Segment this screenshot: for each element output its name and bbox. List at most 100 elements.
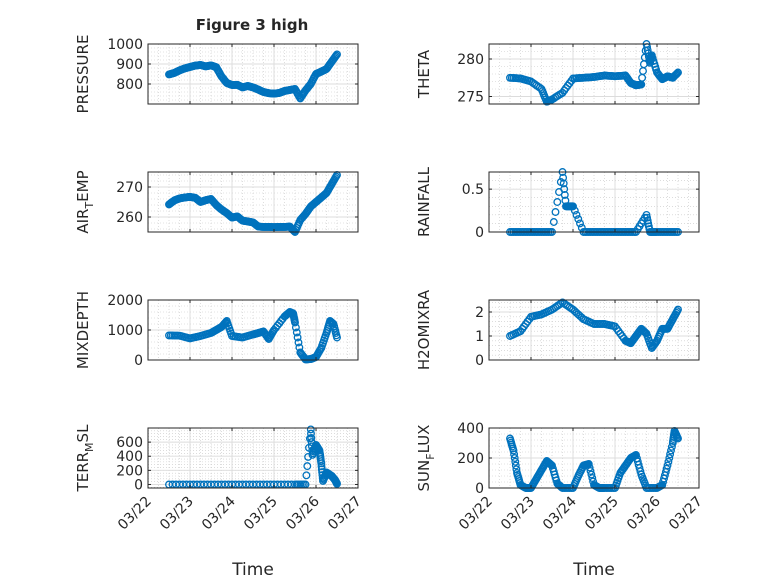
data-point — [511, 461, 520, 470]
y-axis-label: TERRMSL — [74, 424, 96, 493]
series-markers — [506, 298, 682, 352]
y-tick-label: 0 — [134, 477, 143, 493]
y-tick-label: 600 — [116, 435, 143, 451]
y-tick-label: 275 — [457, 90, 484, 106]
x-tick-label: 03/23 — [157, 494, 197, 534]
data-point — [333, 479, 341, 488]
panel-0: 800 900 1000 PRESSURE — [74, 35, 359, 113]
data-point — [644, 219, 653, 228]
data-point — [643, 213, 652, 222]
y-tick-label: 1000 — [107, 323, 143, 339]
panel-7: 0 200 400 SUNFLUX 03/22 03/23 03/24 03/25 03/26 0… — [415, 421, 706, 580]
figure-title: Figure 3 high — [196, 16, 309, 34]
panel-4: 0 1000 2000 MIXDEPTH — [74, 291, 359, 369]
data-point — [509, 446, 518, 455]
data-point — [549, 218, 558, 226]
x-tick-label: 03/25 — [582, 494, 622, 534]
y-tick-label: 0 — [475, 225, 484, 241]
y-tick-label: 400 — [116, 449, 143, 465]
data-point — [304, 452, 313, 461]
data-point — [303, 462, 312, 471]
x-tick-label: 03/27 — [666, 494, 706, 534]
x-tick-label: 03/25 — [241, 494, 281, 534]
y-tick-label: 0 — [475, 353, 484, 369]
data-point — [572, 210, 581, 219]
series-markers — [165, 308, 341, 364]
y-tick-label: 200 — [116, 463, 143, 479]
y-axis-label: H2OMIXRA — [415, 289, 433, 370]
data-point — [585, 463, 594, 472]
x-tick-label: 03/22 — [456, 494, 496, 534]
data-point — [294, 338, 303, 347]
x-tick-label: 03/22 — [115, 494, 155, 534]
y-tick-label: 400 — [457, 421, 484, 437]
y-tick-label: 0 — [134, 353, 143, 369]
y-axis-label: MIXDEPTH — [74, 291, 92, 369]
axes-box — [488, 299, 700, 361]
data-point — [560, 190, 569, 199]
x-tick-label: 03/24 — [199, 493, 239, 533]
axes-box — [488, 43, 700, 105]
data-point — [317, 462, 326, 471]
y-tick-label: 1000 — [107, 37, 143, 53]
axes-box — [147, 427, 359, 489]
data-point — [584, 460, 593, 468]
x-tick-label: 03/26 — [283, 493, 323, 533]
data-point — [317, 459, 326, 468]
y-tick-label: 270 — [116, 180, 143, 196]
y-axis-label: RAINFALL — [415, 166, 433, 237]
x-tick-label: 03/27 — [325, 494, 365, 534]
axes-box — [147, 43, 359, 105]
y-tick-label: 900 — [116, 57, 143, 73]
y-axis-label: THETA — [415, 49, 433, 99]
y-tick-label: 0.5 — [462, 182, 484, 198]
data-point — [302, 471, 311, 480]
data-point — [636, 467, 645, 476]
data-point — [306, 425, 315, 434]
data-point — [307, 429, 315, 438]
axes-box — [147, 171, 359, 233]
panel-3: 0 0.5 RAINFALL — [415, 166, 700, 241]
data-point — [643, 216, 652, 225]
data-point — [333, 50, 341, 59]
data-point — [674, 68, 682, 77]
axes-box — [488, 171, 700, 233]
y-tick-label: 2 — [475, 305, 484, 321]
data-point — [667, 442, 676, 451]
data-point — [293, 333, 302, 342]
panel-5: 0 1 2 H2OMIXRA — [415, 289, 700, 370]
data-point — [292, 328, 301, 337]
data-point — [662, 464, 671, 473]
data-point — [672, 70, 681, 79]
data-point — [576, 219, 584, 228]
y-tick-label: 0 — [475, 481, 484, 497]
y-tick-label: 1 — [475, 329, 484, 345]
series-markers — [506, 40, 682, 106]
data-point — [588, 474, 597, 482]
x-tick-label: 03/23 — [498, 494, 538, 534]
y-axis-label: SUNFLUX — [415, 425, 437, 492]
y-axis-label: AIRTEMP — [74, 170, 96, 233]
x-axis-label: Time — [572, 560, 615, 580]
data-point — [307, 433, 316, 442]
data-point — [559, 173, 568, 182]
data-point — [559, 179, 568, 188]
data-point — [586, 467, 595, 475]
data-point — [667, 446, 675, 455]
series-markers — [165, 171, 341, 236]
data-point — [553, 198, 562, 206]
data-point — [512, 465, 521, 474]
data-point — [674, 305, 682, 314]
y-tick-label: 200 — [457, 451, 484, 467]
data-point — [510, 450, 519, 459]
data-point — [570, 206, 579, 215]
data-point — [674, 434, 682, 443]
x-axis-label: Time — [231, 560, 274, 580]
data-point — [332, 51, 341, 60]
data-point — [663, 461, 672, 470]
data-point — [665, 454, 674, 462]
data-point — [664, 457, 673, 466]
